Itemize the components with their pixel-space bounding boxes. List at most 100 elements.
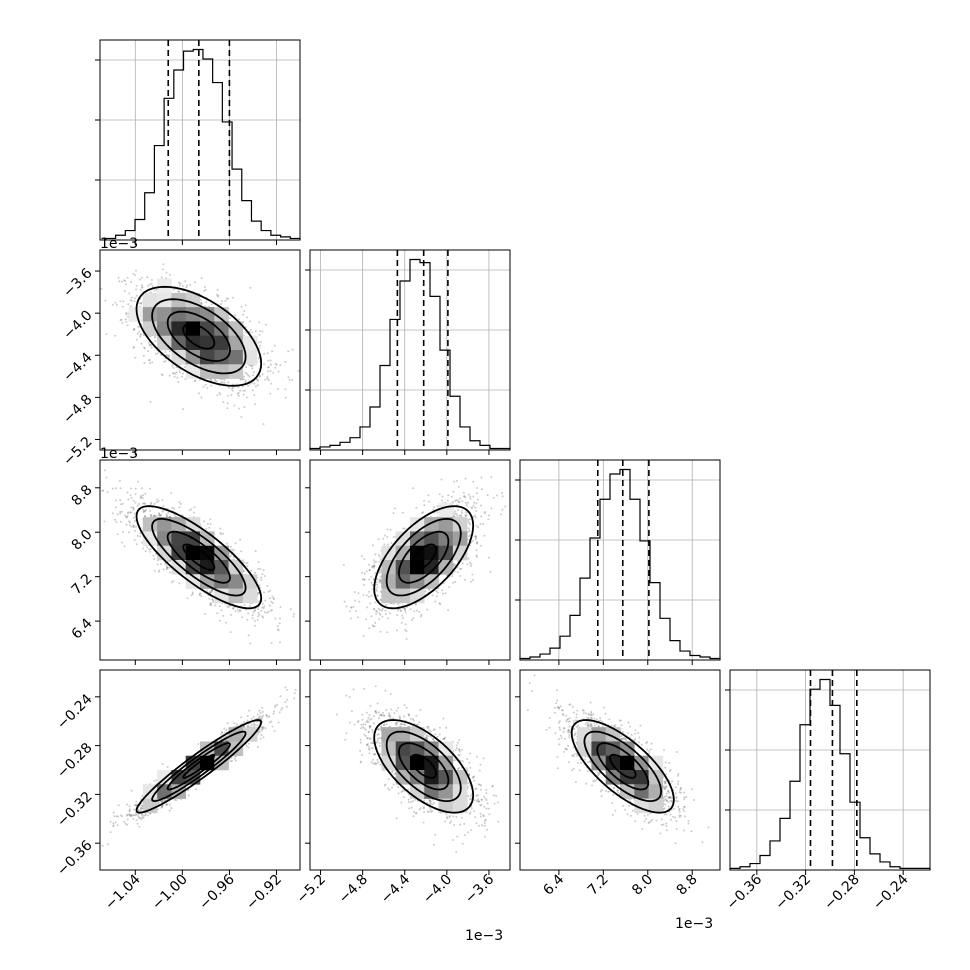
sample-point xyxy=(265,323,268,326)
sample-point xyxy=(262,569,265,572)
sample-point xyxy=(133,512,136,515)
sample-point xyxy=(156,352,159,355)
sample-point xyxy=(261,373,264,376)
sample-point xyxy=(467,535,470,538)
sample-point xyxy=(252,371,255,374)
sample-point xyxy=(472,504,475,507)
sample-point xyxy=(149,362,151,364)
density-bin xyxy=(157,784,172,799)
sample-point xyxy=(198,392,200,395)
sample-point xyxy=(464,477,467,480)
sample-point xyxy=(268,721,271,724)
density-bin xyxy=(242,350,258,365)
sample-point xyxy=(399,609,402,612)
sample-point xyxy=(435,589,438,592)
sample-point xyxy=(378,612,381,615)
sample-point xyxy=(116,824,119,827)
sample-point xyxy=(261,728,264,731)
sample-point xyxy=(240,305,243,308)
sample-point xyxy=(369,704,372,707)
sample-point xyxy=(409,608,412,611)
sample-point xyxy=(412,487,415,490)
sample-point xyxy=(264,599,267,602)
sample-point xyxy=(375,612,378,615)
sample-point xyxy=(157,570,160,573)
density-bin xyxy=(171,517,187,532)
sample-point xyxy=(202,385,205,388)
sample-point xyxy=(270,720,273,723)
sample-point xyxy=(168,354,170,357)
panel-frame xyxy=(519,459,721,661)
sample-point xyxy=(128,521,131,524)
sample-point xyxy=(477,526,480,529)
sample-point xyxy=(468,529,471,532)
sample-point xyxy=(464,496,467,499)
sample-point xyxy=(463,578,466,581)
sample-point xyxy=(138,302,141,305)
sample-point xyxy=(244,389,246,392)
sample-point xyxy=(250,569,252,572)
sample-point xyxy=(182,372,184,375)
sample-point xyxy=(396,629,398,632)
sample-point xyxy=(105,333,108,336)
sample-point xyxy=(187,794,190,797)
sample-point xyxy=(457,509,460,512)
sample-point xyxy=(167,511,170,514)
sample-point xyxy=(432,508,435,511)
sample-point xyxy=(143,509,146,512)
sample-point xyxy=(242,393,245,396)
sample-point xyxy=(269,363,272,366)
sample-point xyxy=(149,812,152,815)
density-bin xyxy=(200,560,215,575)
sample-point xyxy=(134,274,136,277)
sample-point xyxy=(455,479,458,482)
sample-point xyxy=(134,814,137,816)
sample-point xyxy=(140,342,143,345)
sample-point xyxy=(373,607,376,610)
sample-point xyxy=(209,591,211,594)
scatter-panel-p2-vs-p1: −5.2−4.8−4.4−4.0−3.6 xyxy=(60,249,301,469)
sample-point xyxy=(126,512,129,515)
sample-point xyxy=(160,373,163,376)
sample-point xyxy=(135,269,137,272)
sample-point xyxy=(385,709,388,711)
sample-point xyxy=(236,608,239,611)
sample-point xyxy=(193,506,196,509)
sample-point xyxy=(161,763,164,766)
sample-point xyxy=(121,322,124,324)
sample-point xyxy=(181,375,184,378)
y-tick-label: −0.36 xyxy=(54,837,96,879)
sample-point xyxy=(141,502,144,505)
sample-point xyxy=(379,568,382,571)
sample-point xyxy=(465,511,468,514)
sample-point xyxy=(400,621,403,624)
sample-point xyxy=(220,733,223,736)
sample-point xyxy=(279,695,282,698)
sample-point xyxy=(270,609,273,612)
sample-point xyxy=(135,525,137,528)
sample-point xyxy=(246,724,249,727)
sample-point xyxy=(378,609,381,612)
sample-point xyxy=(111,512,114,515)
sample-point xyxy=(377,607,380,610)
sample-point xyxy=(475,535,477,538)
sample-point xyxy=(200,277,203,280)
sample-point xyxy=(204,288,207,291)
sample-point xyxy=(441,589,444,592)
sample-point xyxy=(149,514,152,516)
sample-point xyxy=(257,341,260,344)
sample-point xyxy=(253,620,256,622)
density-bin xyxy=(157,307,172,322)
density-bin xyxy=(157,545,172,561)
sample-point xyxy=(464,514,467,517)
sample-point xyxy=(269,370,272,373)
sample-point xyxy=(147,548,150,551)
sample-point xyxy=(200,396,203,399)
sample-point xyxy=(243,561,245,564)
sample-point xyxy=(257,608,260,611)
sample-point xyxy=(161,374,164,377)
sample-point xyxy=(185,286,188,289)
sample-point xyxy=(140,284,143,287)
sample-point xyxy=(242,389,245,392)
